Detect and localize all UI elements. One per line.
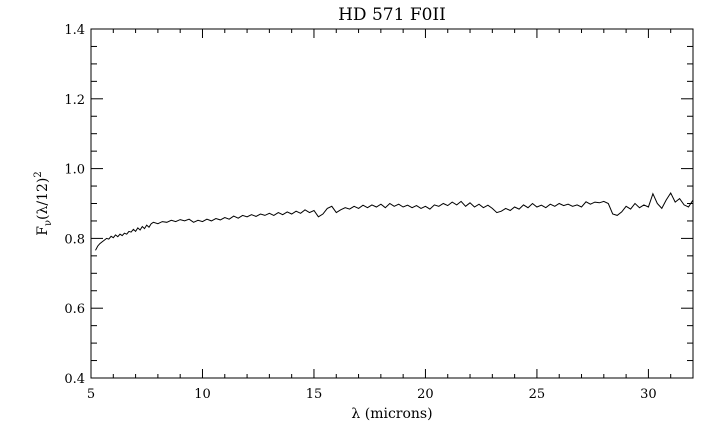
x-tick-label: 15 — [306, 387, 323, 402]
x-tick-label: 20 — [417, 387, 434, 402]
series-line — [95, 191, 694, 251]
y-axis-label-main: F — [35, 226, 51, 236]
y-axis-label-sup: 2 — [33, 171, 44, 177]
x-axis-label: λ (microns) — [351, 406, 432, 422]
y-tick-label: 0.6 — [64, 302, 85, 317]
tick-marks — [90, 28, 694, 379]
plot-frame — [90, 28, 694, 379]
y-tick-label: 1.0 — [64, 163, 85, 178]
y-tick-label: 1.4 — [64, 23, 85, 38]
x-tick-label: 25 — [529, 387, 546, 402]
y-tick-labels: 0.4 0.6 0.8 1.0 1.2 1.4 — [64, 23, 85, 387]
y-axis-label-sub: ν — [43, 220, 54, 226]
x-tick-label: 5 — [87, 387, 95, 402]
y-tick-label: 1.2 — [64, 93, 85, 108]
x-tick-label: 10 — [194, 387, 211, 402]
y-axis-label: Fν(λ/12)2 — [33, 171, 54, 236]
x-tick-labels: 5 10 15 20 25 30 — [87, 387, 657, 402]
y-tick-label: 0.8 — [64, 232, 85, 247]
chart-title: HD 571 F0II — [338, 5, 446, 25]
y-axis-label-rest: (λ/12) — [35, 178, 51, 220]
y-tick-label: 0.4 — [64, 372, 85, 387]
x-tick-label: 30 — [640, 387, 657, 402]
